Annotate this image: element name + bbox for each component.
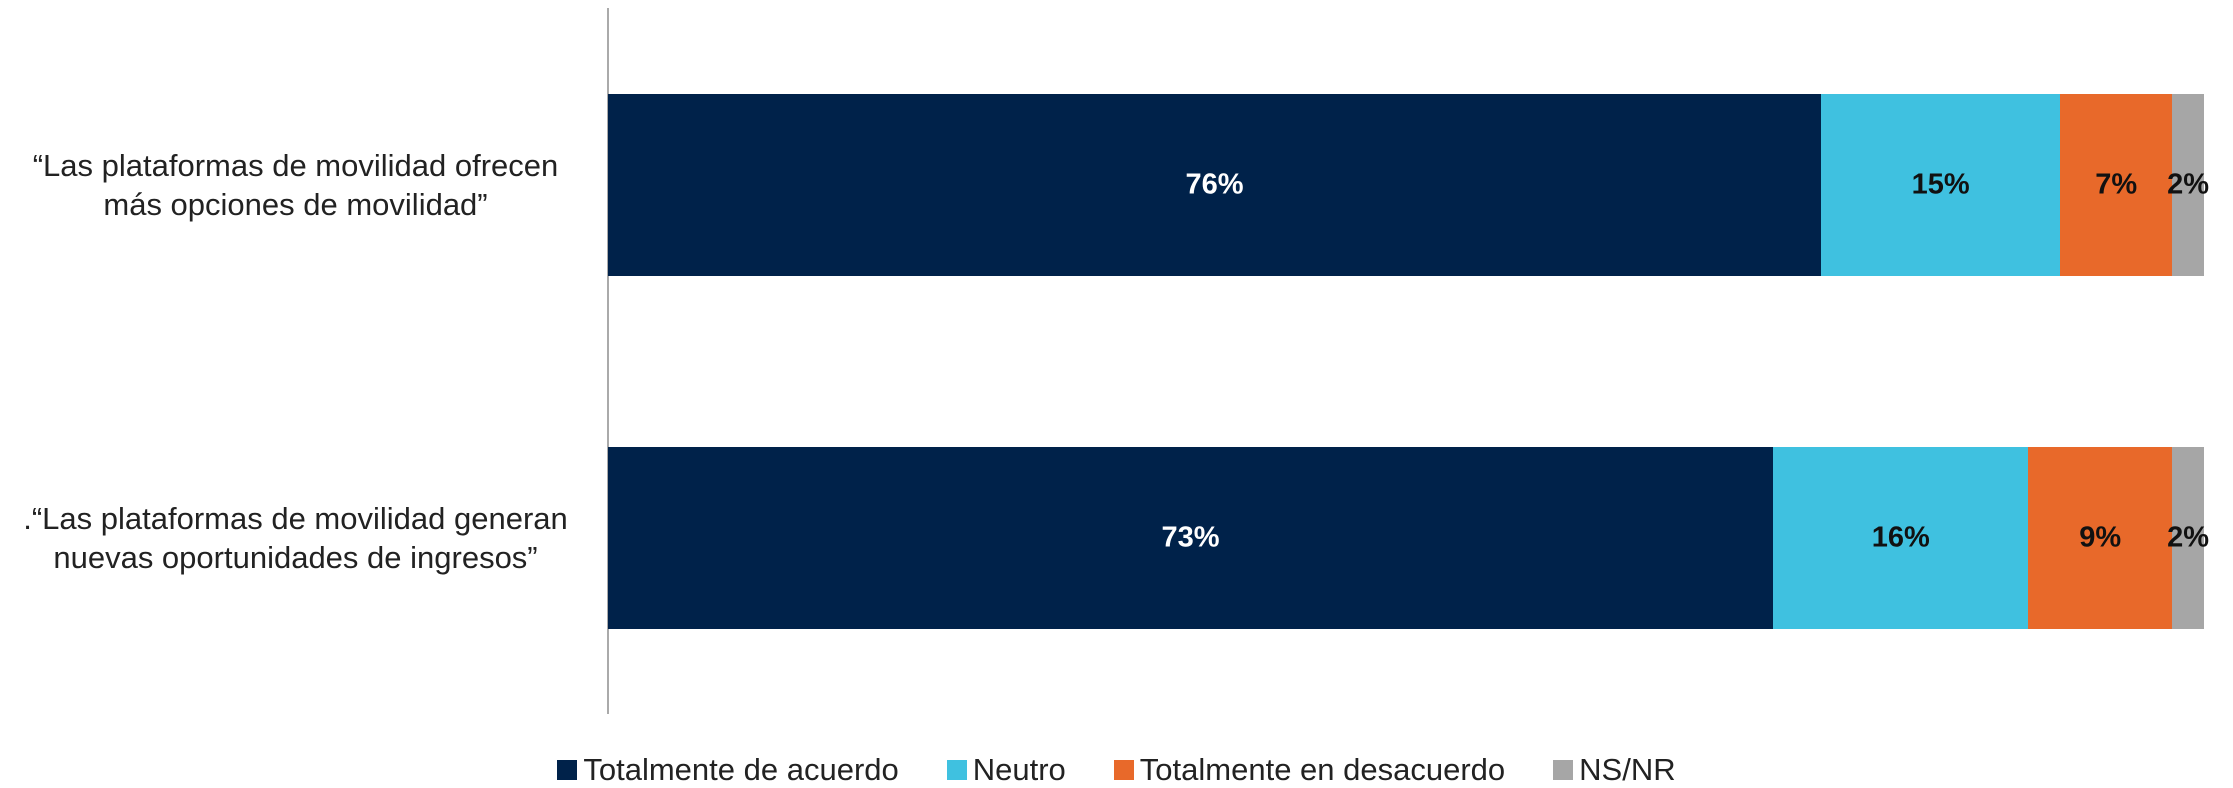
data-label: 16% <box>1871 521 1930 554</box>
category-label: “Las plataformas de movilidad ofrecen má… <box>32 148 559 222</box>
category-label: .“Las plataformas de movilidad generan n… <box>23 501 568 575</box>
legend-swatch <box>557 760 578 780</box>
legend-swatch <box>1553 760 1574 780</box>
bar-segment <box>608 94 1821 276</box>
legend-item: NS/NR <box>1553 752 1676 788</box>
data-label: 15% <box>1911 168 1970 201</box>
data-label: 2% <box>2167 168 2209 201</box>
legend-label: NS/NR <box>1579 752 1676 787</box>
data-label: 9% <box>2079 521 2122 554</box>
category-axis <box>607 8 609 714</box>
bar-segment <box>2060 94 2173 276</box>
legend-swatch <box>1113 760 1134 780</box>
bar-segment <box>2172 94 2204 276</box>
legend-label: Totalmente en desacuerdo <box>1139 752 1506 787</box>
data-label: 76% <box>1185 168 1244 201</box>
legend-item: Neutro <box>946 752 1066 788</box>
legend-swatch <box>946 760 967 780</box>
legend-item: Totalmente en desacuerdo <box>1113 752 1506 788</box>
legend: Totalmente de acuerdo Neutro Totalmente en… <box>0 752 2233 788</box>
bar-segment <box>2028 447 2173 629</box>
data-label: 73% <box>1161 521 1220 554</box>
legend-label: Neutro <box>972 752 1066 787</box>
data-label: 2% <box>2167 521 2209 554</box>
bar-segment <box>2172 447 2204 629</box>
legend-label: Totalmente de acuerdo <box>583 752 899 787</box>
legend-item: Totalmente de acuerdo <box>557 752 899 788</box>
data-label: 7% <box>2095 168 2138 201</box>
bar-segment <box>1773 447 2029 629</box>
bar-segment <box>1820 94 2061 276</box>
bar-segment <box>608 447 1774 629</box>
